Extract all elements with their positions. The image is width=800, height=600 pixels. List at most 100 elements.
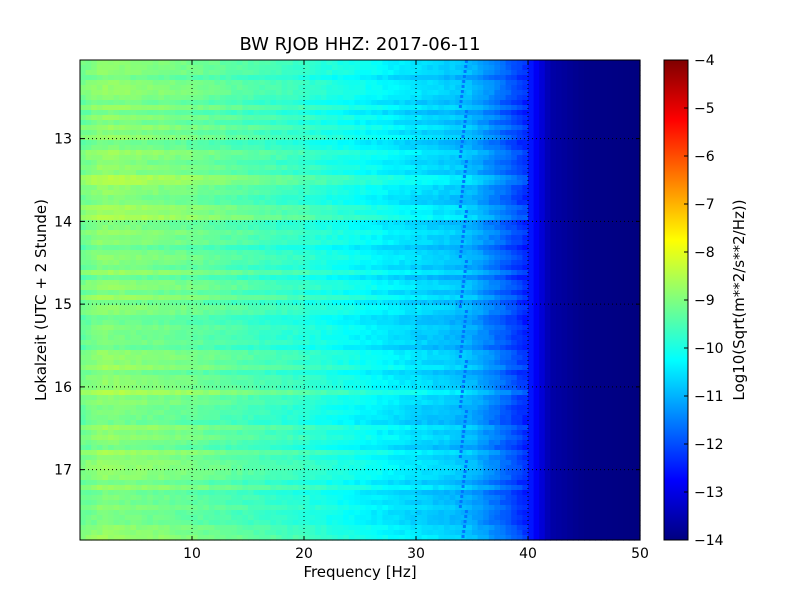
heatmap-cell bbox=[130, 130, 137, 136]
heatmap-cell bbox=[488, 60, 495, 66]
heatmap-cell bbox=[595, 275, 602, 281]
heatmap-cell bbox=[572, 305, 579, 311]
heatmap-cell bbox=[572, 95, 579, 101]
heatmap-cell bbox=[236, 175, 243, 181]
heatmap-cell bbox=[466, 205, 473, 211]
heatmap-cell bbox=[80, 235, 87, 241]
heatmap-cell bbox=[388, 200, 395, 206]
heatmap-cell bbox=[354, 210, 361, 216]
heatmap-cell bbox=[483, 80, 490, 86]
heatmap-cell bbox=[488, 105, 495, 111]
heatmap-cell bbox=[494, 150, 501, 156]
heatmap-cell bbox=[606, 150, 613, 156]
heatmap-cell bbox=[432, 65, 439, 71]
heatmap-cell bbox=[264, 260, 271, 266]
heatmap-cell bbox=[393, 85, 400, 91]
heatmap-cell bbox=[360, 225, 367, 231]
heatmap-cell bbox=[203, 150, 210, 156]
heatmap-cell bbox=[550, 70, 557, 76]
heatmap-cell bbox=[264, 125, 271, 131]
heatmap-cell bbox=[511, 175, 518, 181]
heatmap-cell bbox=[276, 105, 283, 111]
heatmap-cell bbox=[152, 200, 159, 206]
heatmap-cell bbox=[348, 175, 355, 181]
heatmap-cell bbox=[500, 100, 507, 106]
heatmap-cell bbox=[152, 235, 159, 241]
heatmap-cell bbox=[617, 225, 624, 231]
heatmap-cell bbox=[533, 195, 540, 201]
heatmap-cell bbox=[393, 235, 400, 241]
heatmap-cell bbox=[298, 105, 305, 111]
heatmap-cell bbox=[108, 135, 115, 141]
heatmap-cell bbox=[561, 150, 568, 156]
heatmap-cell bbox=[556, 140, 563, 146]
heatmap-cell bbox=[80, 295, 87, 301]
heatmap-cell bbox=[567, 265, 574, 271]
heatmap-cell bbox=[332, 120, 339, 126]
heatmap-cell bbox=[108, 290, 115, 296]
heatmap-cell bbox=[242, 125, 249, 131]
heatmap-cell bbox=[617, 255, 624, 261]
heatmap-cell bbox=[253, 295, 260, 301]
heatmap-cell bbox=[348, 150, 355, 156]
heatmap-cell bbox=[276, 110, 283, 116]
heatmap-cell bbox=[421, 185, 428, 191]
heatmap-cell bbox=[494, 250, 501, 256]
heatmap-cell bbox=[393, 110, 400, 116]
heatmap-cell bbox=[416, 190, 423, 196]
heatmap-cell bbox=[91, 275, 98, 281]
heatmap-cell bbox=[376, 120, 383, 126]
heatmap-cell bbox=[214, 300, 221, 306]
heatmap-cell bbox=[505, 225, 512, 231]
heatmap-cell bbox=[533, 270, 540, 276]
heatmap-cell bbox=[354, 230, 361, 236]
heatmap-cell bbox=[124, 115, 131, 121]
heatmap-cell bbox=[96, 90, 103, 96]
heatmap-cell bbox=[136, 230, 143, 236]
heatmap-cell bbox=[158, 165, 165, 171]
heatmap-cell bbox=[427, 145, 434, 151]
heatmap-cell bbox=[556, 290, 563, 296]
heatmap-cell bbox=[315, 275, 322, 281]
heatmap-cell bbox=[427, 75, 434, 81]
heatmap-cell bbox=[141, 265, 148, 271]
heatmap-cell bbox=[421, 75, 428, 81]
heatmap-cell bbox=[449, 305, 456, 311]
heatmap-cell bbox=[472, 140, 479, 146]
heatmap-cell bbox=[259, 265, 266, 271]
heatmap-cell bbox=[197, 170, 204, 176]
heatmap-cell bbox=[203, 290, 210, 296]
heatmap-cell bbox=[337, 250, 344, 256]
heatmap-cell bbox=[623, 245, 630, 251]
heatmap-cell bbox=[421, 125, 428, 131]
heatmap-cell bbox=[449, 100, 456, 106]
heatmap-cell bbox=[186, 295, 193, 301]
heatmap-cell bbox=[169, 190, 176, 196]
heatmap-cell bbox=[460, 115, 467, 121]
heatmap-cell bbox=[539, 200, 546, 206]
heatmap-cell bbox=[164, 260, 171, 266]
heatmap-cell bbox=[528, 70, 535, 76]
heatmap-cell bbox=[589, 280, 596, 286]
heatmap-cell bbox=[309, 290, 316, 296]
heatmap-cell bbox=[511, 160, 518, 166]
heatmap-cell bbox=[326, 305, 333, 311]
heatmap-cell bbox=[343, 145, 350, 151]
heatmap-cell bbox=[427, 80, 434, 86]
heatmap-cell bbox=[376, 285, 383, 291]
heatmap-cell bbox=[578, 260, 585, 266]
heatmap-cell bbox=[102, 200, 109, 206]
heatmap-cell bbox=[225, 105, 232, 111]
heatmap-cell bbox=[102, 195, 109, 201]
heatmap-cell bbox=[287, 105, 294, 111]
heatmap-cell bbox=[96, 150, 103, 156]
heatmap-cell bbox=[595, 305, 602, 311]
heatmap-cell bbox=[444, 100, 451, 106]
heatmap-cell bbox=[600, 145, 607, 151]
heatmap-cell bbox=[119, 85, 126, 91]
heatmap-cell bbox=[388, 245, 395, 251]
heatmap-cell bbox=[572, 70, 579, 76]
heatmap-cell bbox=[623, 170, 630, 176]
heatmap-cell bbox=[432, 290, 439, 296]
heatmap-cell bbox=[354, 260, 361, 266]
